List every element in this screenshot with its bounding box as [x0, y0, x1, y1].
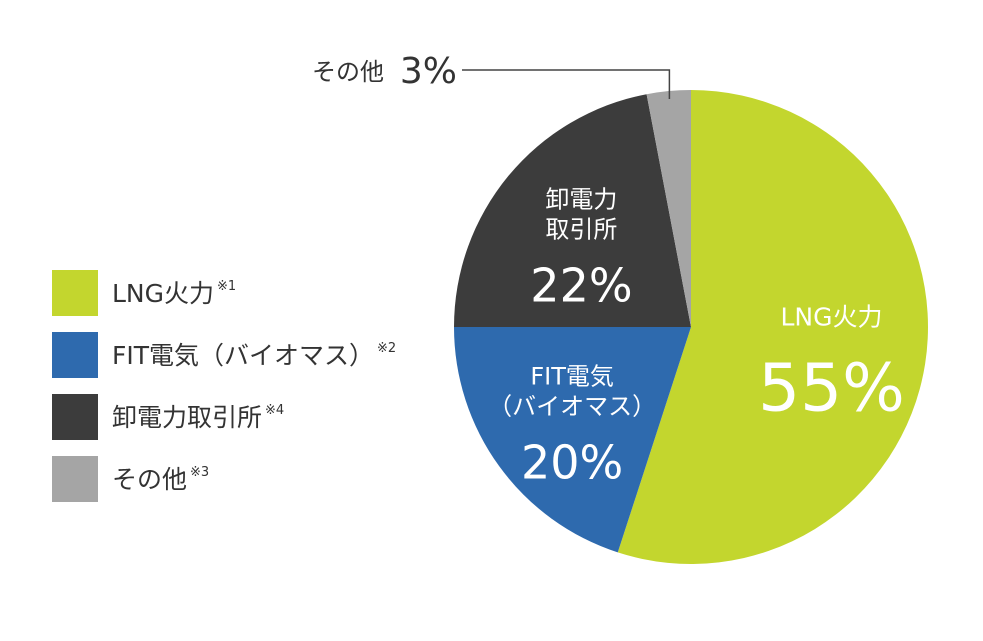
legend-label-fit: FIT電気（バイオマス） ※2 — [112, 340, 397, 370]
legend-swatch-other — [52, 456, 98, 502]
slice-value-fit: 20% — [521, 435, 623, 489]
legend-text-lng: LNG火力 — [112, 278, 215, 308]
legend-text-other: その他 — [112, 464, 188, 494]
legend-swatch-exchange — [52, 394, 98, 440]
slice-name-exchange-0: 卸電力 — [545, 185, 617, 213]
callout-name-other: その他 — [312, 58, 384, 86]
callout-value-other: 3% — [400, 51, 457, 92]
legend-label-exchange: 卸電力取引所 ※4 — [112, 402, 285, 432]
pie-slice-lng — [617, 90, 928, 564]
legend-swatch-lng — [52, 270, 98, 316]
legend-item-other: その他 ※3 — [52, 456, 472, 502]
legend-item-fit: FIT電気（バイオマス） ※2 — [52, 332, 472, 378]
legend-label-other: その他 ※3 — [112, 464, 210, 494]
legend-note-lng: ※1 — [217, 278, 237, 294]
pie-slice-other — [646, 90, 691, 327]
slice-name-lng-0: LNG火力 — [780, 303, 882, 332]
slice-value-exchange: 22% — [530, 258, 632, 312]
slice-name-fit-0: FIT電気 — [530, 362, 614, 390]
legend-note-other: ※3 — [190, 464, 210, 480]
legend-note-exchange: ※4 — [265, 402, 285, 418]
pie-slice-fit — [453, 327, 691, 553]
slice-name-fit-1: （バイオマス） — [488, 392, 656, 420]
legend-item-lng: LNG火力 ※1 — [52, 270, 472, 316]
legend-item-exchange: 卸電力取引所 ※4 — [52, 394, 472, 440]
slice-value-lng: 55% — [758, 350, 905, 427]
legend-swatch-fit — [52, 332, 98, 378]
legend-text-exchange: 卸電力取引所 — [112, 402, 263, 432]
legend-label-lng: LNG火力 ※1 — [112, 278, 237, 308]
slice-name-exchange-1: 取引所 — [545, 215, 617, 243]
pie-slice-exchange — [454, 94, 691, 327]
callout-leader-line — [462, 69, 671, 99]
legend-note-fit: ※2 — [377, 340, 397, 356]
legend-text-fit: FIT電気（バイオマス） — [112, 340, 375, 370]
